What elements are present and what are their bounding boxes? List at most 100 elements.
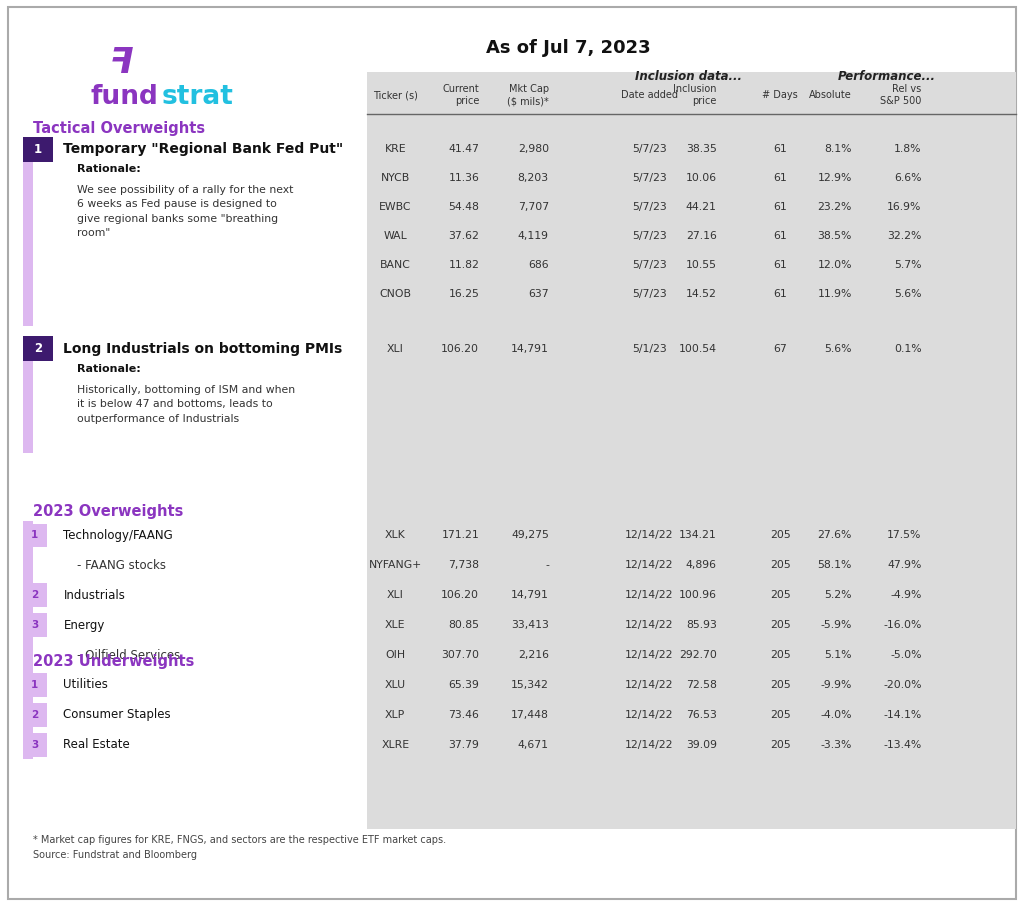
Text: 37.62: 37.62 <box>449 231 479 242</box>
Text: 58.1%: 58.1% <box>817 560 852 571</box>
Text: fund: fund <box>91 84 159 110</box>
Text: 61: 61 <box>773 173 787 184</box>
Text: 6.6%: 6.6% <box>894 173 922 184</box>
Text: 171.21: 171.21 <box>441 530 479 541</box>
Text: 10.06: 10.06 <box>686 173 717 184</box>
Text: Industrials: Industrials <box>63 589 125 602</box>
Text: 16.25: 16.25 <box>449 289 479 300</box>
Text: 11.9%: 11.9% <box>817 289 852 300</box>
Text: Consumer Staples: Consumer Staples <box>63 708 171 721</box>
Text: 307.70: 307.70 <box>441 650 479 660</box>
Text: 12/14/22: 12/14/22 <box>625 680 674 690</box>
Text: 17,448: 17,448 <box>511 709 549 720</box>
Text: 8,203: 8,203 <box>518 173 549 184</box>
Text: 17.5%: 17.5% <box>887 530 922 541</box>
Text: Inclusion data...: Inclusion data... <box>635 70 741 82</box>
Text: -4.0%: -4.0% <box>820 709 852 720</box>
Text: 5/7/23: 5/7/23 <box>632 289 667 300</box>
Text: Rationale:: Rationale: <box>77 163 140 174</box>
Text: 67: 67 <box>773 343 787 354</box>
Text: Energy: Energy <box>63 619 104 631</box>
Text: 76.53: 76.53 <box>686 709 717 720</box>
Text: - FAANG stocks: - FAANG stocks <box>77 559 166 572</box>
Text: 12/14/22: 12/14/22 <box>625 620 674 631</box>
Text: 106.20: 106.20 <box>441 343 479 354</box>
Bar <box>23 673 47 697</box>
Text: 23.2%: 23.2% <box>817 202 852 213</box>
Text: 205: 205 <box>770 620 791 631</box>
Bar <box>23 733 47 757</box>
Text: Real Estate: Real Estate <box>63 738 130 751</box>
Text: 10.55: 10.55 <box>686 260 717 271</box>
Text: 637: 637 <box>528 289 549 300</box>
Text: 38.35: 38.35 <box>686 144 717 155</box>
Text: -5.9%: -5.9% <box>820 620 852 631</box>
Text: 38.5%: 38.5% <box>817 231 852 242</box>
Text: 2023 Underweights: 2023 Underweights <box>33 654 195 669</box>
Bar <box>23 613 47 637</box>
Text: 205: 205 <box>770 530 791 541</box>
Text: 205: 205 <box>770 680 791 690</box>
Text: 5/1/23: 5/1/23 <box>632 343 667 354</box>
Text: XLU: XLU <box>385 680 406 690</box>
Text: * Market cap figures for KRE, FNGS, and sectors are the respective ETF market ca: * Market cap figures for KRE, FNGS, and … <box>33 835 445 860</box>
Text: 5/7/23: 5/7/23 <box>632 260 667 271</box>
Text: 4,896: 4,896 <box>686 560 717 571</box>
Text: 14,791: 14,791 <box>511 343 549 354</box>
Text: Date added: Date added <box>621 90 678 101</box>
Text: 37.79: 37.79 <box>449 739 479 750</box>
Text: 12.9%: 12.9% <box>817 173 852 184</box>
Text: 205: 205 <box>770 560 791 571</box>
Bar <box>23 521 33 670</box>
Text: 7,738: 7,738 <box>449 560 479 571</box>
Text: XLK: XLK <box>385 530 406 541</box>
Text: 2,216: 2,216 <box>518 650 549 660</box>
Text: 7,707: 7,707 <box>518 202 549 213</box>
Text: 12.0%: 12.0% <box>817 260 852 271</box>
Text: 47.9%: 47.9% <box>887 560 922 571</box>
Text: 16.9%: 16.9% <box>887 202 922 213</box>
Text: 5.7%: 5.7% <box>894 260 922 271</box>
Text: XLI: XLI <box>387 590 403 601</box>
Text: CNOB: CNOB <box>379 289 412 300</box>
Text: -16.0%: -16.0% <box>884 620 922 631</box>
Text: We see possibility of a rally for the next
6 weeks as Fed pause is designed to
g: We see possibility of a rally for the ne… <box>77 185 293 238</box>
Text: Temporary "Regional Bank Fed Put": Temporary "Regional Bank Fed Put" <box>63 142 344 157</box>
Text: -5.0%: -5.0% <box>890 650 922 660</box>
Text: 61: 61 <box>773 202 787 213</box>
Text: 100.96: 100.96 <box>679 590 717 601</box>
Text: 61: 61 <box>773 144 787 155</box>
Text: EWBC: EWBC <box>379 202 412 213</box>
Text: -3.3%: -3.3% <box>820 739 852 750</box>
Text: Inclusion
price: Inclusion price <box>674 84 717 106</box>
Text: 205: 205 <box>770 739 791 750</box>
Text: 65.39: 65.39 <box>449 680 479 690</box>
Text: -14.1%: -14.1% <box>884 709 922 720</box>
Text: 1.8%: 1.8% <box>894 144 922 155</box>
Text: 205: 205 <box>770 650 791 660</box>
Text: 5.2%: 5.2% <box>824 590 852 601</box>
Bar <box>23 336 53 361</box>
Text: XLE: XLE <box>385 620 406 631</box>
Bar <box>23 583 47 607</box>
Text: # Days: # Days <box>763 90 798 101</box>
Text: 2: 2 <box>34 342 42 355</box>
Text: 32.2%: 32.2% <box>887 231 922 242</box>
Text: 12/14/22: 12/14/22 <box>625 709 674 720</box>
Text: 5/7/23: 5/7/23 <box>632 231 667 242</box>
Text: NYFANG+: NYFANG+ <box>369 560 422 571</box>
Text: 73.46: 73.46 <box>449 709 479 720</box>
Text: 14,791: 14,791 <box>511 590 549 601</box>
Text: 49,275: 49,275 <box>511 530 549 541</box>
Text: 14.52: 14.52 <box>686 289 717 300</box>
Text: As of Jul 7, 2023: As of Jul 7, 2023 <box>486 39 650 57</box>
Text: XLP: XLP <box>385 709 406 720</box>
Text: 61: 61 <box>773 260 787 271</box>
Text: 11.82: 11.82 <box>449 260 479 271</box>
Text: 5.1%: 5.1% <box>824 650 852 660</box>
Text: Rel vs
S&P 500: Rel vs S&P 500 <box>881 84 922 106</box>
Text: 39.09: 39.09 <box>686 739 717 750</box>
Text: - Oilfield Services: - Oilfield Services <box>77 649 180 661</box>
Text: Utilities: Utilities <box>63 679 109 691</box>
Text: 12/14/22: 12/14/22 <box>625 590 674 601</box>
